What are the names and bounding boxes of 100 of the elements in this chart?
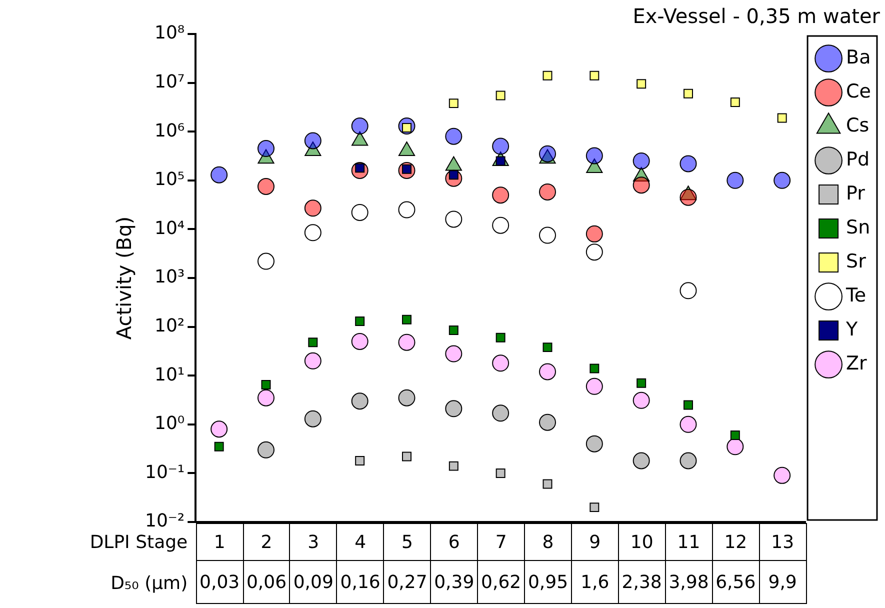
- point: [448, 461, 458, 471]
- text: 6,56: [712, 560, 760, 604]
- point: [445, 210, 462, 228]
- chart-title: Ex-Vessel - 0,35 m water: [632, 4, 880, 28]
- point: [304, 132, 322, 150]
- y-tick-label: 10⁰: [154, 413, 185, 434]
- x-tick-label: 13: [758, 523, 807, 561]
- point: [448, 98, 458, 108]
- legend-label: Pd: [846, 148, 870, 170]
- point: [586, 378, 603, 395]
- y-tick-label: 10³: [154, 266, 185, 288]
- point: [351, 392, 368, 410]
- y-tick-label: 10²: [154, 315, 185, 336]
- point: [355, 456, 365, 466]
- point: [496, 90, 506, 100]
- legend-label: Pr: [846, 182, 866, 204]
- point: [355, 316, 365, 326]
- text: 2,38: [618, 560, 666, 604]
- point: [261, 380, 271, 390]
- point: [496, 468, 506, 478]
- x-tick-label: 2: [242, 523, 290, 561]
- point: [542, 342, 552, 352]
- x-tick-label: 1: [196, 523, 244, 561]
- point: [257, 389, 274, 406]
- point: [684, 400, 693, 410]
- text: 0,06: [242, 560, 290, 604]
- text: 0,03: [196, 560, 244, 604]
- y-tick-label: 10⁷: [154, 71, 185, 92]
- point: [496, 332, 506, 342]
- text: 1,6: [570, 560, 619, 604]
- point: [632, 452, 650, 470]
- legend-label: Cs: [846, 114, 870, 136]
- point: [730, 430, 740, 440]
- point: [398, 334, 416, 351]
- point: [590, 502, 600, 512]
- text: 0,09: [289, 560, 338, 604]
- point: [492, 186, 510, 204]
- text: 0,16: [336, 560, 384, 604]
- point: [636, 378, 646, 388]
- y-tick-label: 10¹: [154, 364, 185, 386]
- legend-label: Y: [845, 318, 858, 340]
- point: [398, 389, 416, 406]
- point: [308, 338, 318, 348]
- y-tick-label: 10⁻²: [144, 510, 185, 532]
- point: [684, 88, 693, 98]
- legend-label: Zr: [846, 352, 868, 374]
- point: [304, 200, 322, 217]
- point: [590, 70, 600, 80]
- point: [586, 147, 603, 164]
- text: D₅₀ (µm): [110, 572, 189, 596]
- point: [586, 244, 603, 261]
- x-tick-label: 5: [383, 523, 432, 561]
- x-tick-label: 9: [570, 523, 619, 561]
- point: [210, 420, 228, 438]
- text: 3,98: [664, 560, 713, 604]
- text: 9,9: [758, 560, 807, 604]
- point: [351, 118, 368, 135]
- point: [351, 204, 368, 221]
- text: 0,95: [524, 560, 572, 604]
- legend-label: Te: [845, 284, 866, 306]
- legend-label: Ba: [846, 46, 871, 68]
- point: [590, 364, 600, 374]
- point: [632, 392, 650, 409]
- point: [210, 166, 228, 184]
- point: [445, 400, 462, 418]
- point: [680, 282, 697, 300]
- legend-label: Ce: [846, 80, 872, 102]
- x-tick-label: 8: [524, 523, 572, 561]
- y-axis-title: Activity (Bq): [112, 216, 136, 340]
- legend-label: Sn: [846, 216, 870, 238]
- point: [445, 345, 462, 362]
- x-tick-label: 10: [618, 523, 666, 561]
- point: [492, 354, 510, 372]
- point: [257, 441, 274, 458]
- point: [539, 145, 556, 162]
- point: [680, 416, 697, 433]
- point: [257, 140, 274, 158]
- point: [539, 226, 556, 244]
- point: [632, 152, 650, 170]
- point: [777, 113, 787, 123]
- point: [398, 201, 416, 218]
- x-tick-label: 4: [336, 523, 384, 561]
- point: [586, 225, 603, 242]
- point: [726, 172, 744, 189]
- x-tick-label: 6: [430, 523, 478, 561]
- x-axis-title: DLPI Stage: [88, 530, 189, 554]
- point: [445, 128, 462, 145]
- point: [680, 452, 697, 470]
- y-tick-label: 10⁶: [154, 120, 185, 142]
- point: [448, 326, 458, 335]
- y-tick-label: 10⁻¹: [144, 462, 185, 483]
- point: [304, 352, 322, 370]
- point: [774, 466, 791, 484]
- text: 0,27: [383, 560, 432, 604]
- point: [402, 452, 412, 462]
- point: [539, 183, 556, 200]
- point: [774, 172, 791, 189]
- point: [492, 216, 510, 234]
- y-tick-label: 10⁵: [154, 169, 185, 190]
- x-tick-label: 3: [289, 523, 338, 561]
